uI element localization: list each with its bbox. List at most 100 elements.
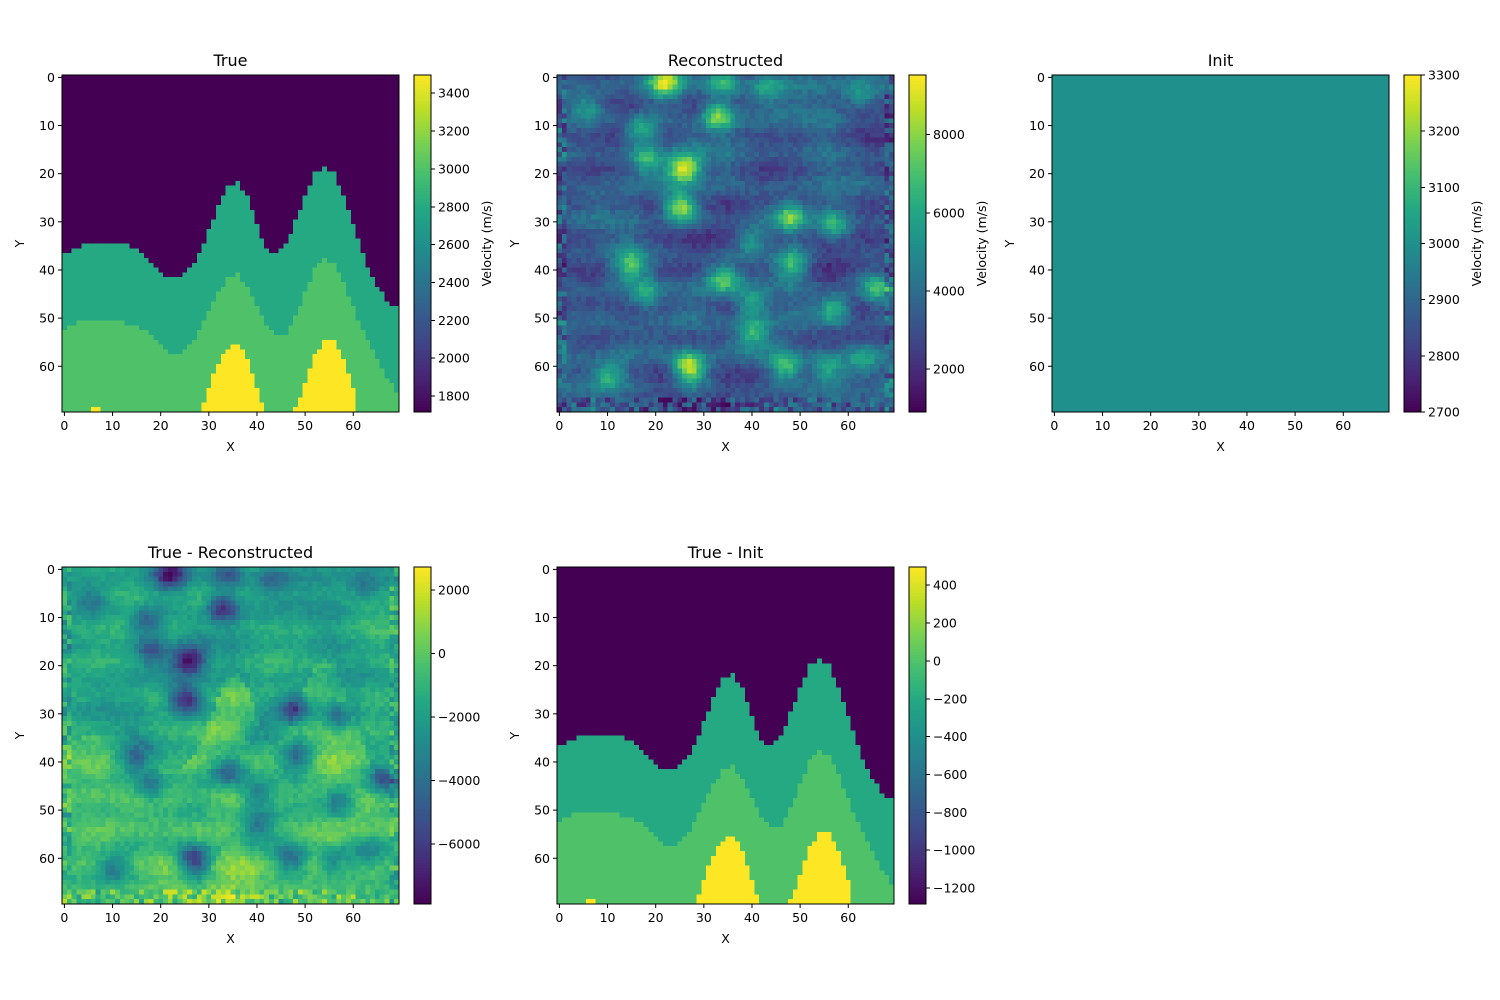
heatmap-cell	[231, 388, 236, 393]
heatmap-cell	[221, 325, 226, 330]
heatmap-cell	[288, 292, 293, 297]
heatmap-cell	[153, 393, 158, 398]
heatmap-cell	[269, 166, 274, 171]
heatmap-cell	[240, 181, 245, 186]
heatmap-cell	[264, 277, 269, 282]
heatmap-cell	[322, 75, 327, 80]
heatmap-cell	[202, 176, 207, 181]
heatmap-cell	[259, 99, 264, 104]
heatmap-cell	[173, 373, 178, 378]
heatmap-cell	[202, 268, 207, 273]
heatmap-cell	[211, 340, 216, 345]
heatmap-cell	[226, 89, 231, 94]
heatmap-cell	[120, 373, 125, 378]
heatmap-cell	[231, 393, 236, 398]
heatmap-cell	[67, 398, 72, 403]
heatmap-cell	[288, 118, 293, 123]
heatmap-cell	[341, 258, 346, 263]
heatmap-cell	[255, 210, 260, 215]
heatmap-cell	[259, 248, 264, 253]
heatmap-cell	[202, 248, 207, 253]
heatmap-cell	[206, 152, 211, 157]
heatmap-cell	[96, 142, 101, 147]
heatmap-cell	[327, 176, 332, 181]
heatmap-cell	[274, 224, 279, 229]
heatmap-cell	[129, 316, 134, 321]
heatmap-cell	[115, 138, 120, 143]
heatmap-cell	[389, 277, 394, 282]
heatmap-cell	[144, 239, 149, 244]
heatmap-cell	[120, 311, 125, 316]
heatmap-cell	[346, 325, 351, 330]
heatmap-cell	[86, 133, 91, 138]
heatmap-cell	[76, 166, 81, 171]
heatmap-cell	[182, 316, 187, 321]
heatmap-cell	[360, 388, 365, 393]
heatmap-cell	[303, 349, 308, 354]
heatmap-cell	[62, 340, 67, 345]
heatmap-cell	[72, 292, 77, 297]
heatmap-cell	[96, 205, 101, 210]
heatmap-cell	[312, 345, 317, 350]
heatmap-cell	[67, 171, 72, 176]
heatmap-cell	[356, 354, 361, 359]
heatmap-cell	[240, 287, 245, 292]
heatmap-cell	[226, 364, 231, 369]
heatmap-cell	[67, 205, 72, 210]
heatmap-cell	[192, 354, 197, 359]
heatmap-cell	[62, 272, 67, 277]
heatmap-cell	[288, 128, 293, 133]
heatmap-cell	[178, 349, 183, 354]
heatmap-cell	[303, 364, 308, 369]
heatmap-cell	[96, 263, 101, 268]
heatmap-cell	[144, 335, 149, 340]
heatmap-cell	[356, 373, 361, 378]
heatmap-cell	[298, 287, 303, 292]
heatmap-cell	[250, 85, 255, 90]
heatmap-cell	[322, 373, 327, 378]
heatmap-cell	[115, 152, 120, 157]
heatmap-cell	[385, 354, 390, 359]
heatmap-cell	[125, 383, 130, 388]
heatmap-cell	[72, 239, 77, 244]
heatmap-cell	[178, 239, 183, 244]
heatmap-cell	[206, 349, 211, 354]
heatmap-cell	[389, 398, 394, 403]
heatmap-cell	[264, 345, 269, 350]
heatmap-cell	[173, 142, 178, 147]
heatmap-cell	[187, 166, 192, 171]
heatmap-cell	[332, 118, 337, 123]
heatmap-cell	[86, 311, 91, 316]
heatmap-cell	[356, 282, 361, 287]
heatmap-cell	[120, 157, 125, 162]
heatmap-cell	[187, 205, 192, 210]
heatmap-cell	[341, 306, 346, 311]
heatmap-cell	[308, 85, 313, 90]
heatmap-cell	[173, 234, 178, 239]
heatmap-cell	[274, 186, 279, 191]
heatmap-cell	[312, 133, 317, 138]
heatmap-cell	[385, 248, 390, 253]
heatmap-cell	[101, 133, 106, 138]
heatmap-cell	[192, 94, 197, 99]
heatmap-cell	[231, 316, 236, 321]
heatmap-cell	[351, 109, 356, 114]
heatmap-cell	[129, 248, 134, 253]
heatmap-cell	[279, 393, 284, 398]
heatmap-cell	[283, 402, 288, 407]
heatmap-cell	[322, 268, 327, 273]
heatmap-cell	[163, 301, 168, 306]
heatmap-cell	[303, 219, 308, 224]
heatmap-cell	[96, 166, 101, 171]
heatmap-cell	[312, 224, 317, 229]
heatmap-cell	[279, 268, 284, 273]
panel-true: True0 10 20 30 40 50 600102030405060XY18002000…	[12, 51, 494, 454]
heatmap-cell	[110, 85, 115, 90]
heatmap-cell	[115, 99, 120, 104]
heatmap-cell	[279, 359, 284, 364]
heatmap-cell	[153, 340, 158, 345]
heatmap-cell	[293, 166, 298, 171]
heatmap-cell	[341, 94, 346, 99]
heatmap-cell	[221, 330, 226, 335]
heatmap-cell	[134, 277, 139, 282]
